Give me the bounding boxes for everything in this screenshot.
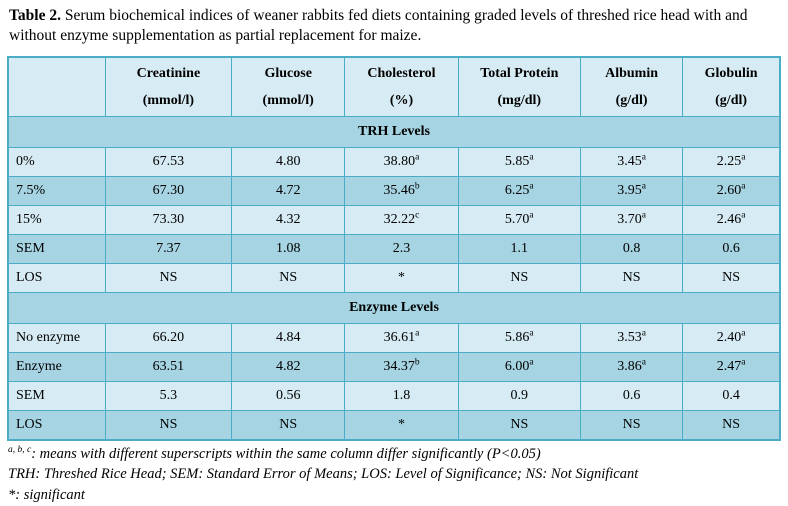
data-cell: 2.25a xyxy=(682,146,781,177)
footnote: TRH: Threshed Rice Head; SEM: Standard E… xyxy=(8,466,639,483)
data-cell: 67.30 xyxy=(104,175,233,206)
data-cell: NS xyxy=(231,409,346,441)
data-cell: 3.53a xyxy=(579,322,684,353)
data-cell: 5.86a xyxy=(457,322,581,353)
data-cell: 7.37 xyxy=(104,233,233,264)
table-row-los: LOS NS NS * NS NS NS xyxy=(7,409,781,441)
section-label: TRH Levels xyxy=(7,115,781,148)
data-cell: 5.85a xyxy=(457,146,581,177)
table-row-los: LOS NS NS * NS NS NS xyxy=(7,262,781,293)
data-cell: NS xyxy=(579,262,684,293)
data-cell: 2.46a xyxy=(682,204,781,235)
page: Table 2. Serum biochemical indices of we… xyxy=(7,6,781,506)
data-cell: NS xyxy=(682,409,781,441)
col-header-glucose: Glucose (mmol/l) xyxy=(231,56,346,117)
header-row: Creatinine (mmol/l) Glucose (mmol/l) Cholest… xyxy=(7,56,781,117)
row-label: 7.5% xyxy=(7,175,106,206)
table-row-no-enzyme: No enzyme 66.20 4.84 36.61a 5.86a 3.53a 2.40a xyxy=(7,322,781,353)
row-label: No enzyme xyxy=(7,322,106,353)
data-cell: * xyxy=(344,262,459,293)
data-cell: NS xyxy=(579,409,684,441)
table-body: TRH Levels 0% 67.53 4.80 38.80a 5.85a 3.45a 2.2… xyxy=(7,115,781,441)
section-row-trh-levels: TRH Levels xyxy=(7,115,781,148)
data-cell: 0.56 xyxy=(231,380,346,411)
table-row-15: 15% 73.30 4.32 32.22c 5.70a 3.70a 2.46a xyxy=(7,204,781,235)
data-cell: 2.40a xyxy=(682,322,781,353)
col-header-albumin: Albumin (g/dl) xyxy=(579,56,684,117)
data-cell: 63.51 xyxy=(104,351,233,382)
table-row-7-5: 7.5% 67.30 4.72 35.46b 6.25a 3.95a 2.60a xyxy=(7,175,781,206)
data-cell: 38.80a xyxy=(344,146,459,177)
table-row-enzyme: Enzyme 63.51 4.82 34.37b 6.00a 3.86a 2.47a xyxy=(7,351,781,382)
data-cell: NS xyxy=(457,409,581,441)
data-cell: 0.6 xyxy=(579,380,684,411)
footnote: *: significant xyxy=(8,487,85,504)
row-label: 0% xyxy=(7,146,106,177)
data-cell: 4.80 xyxy=(231,146,346,177)
data-cell: 4.32 xyxy=(231,204,346,235)
data-cell: 73.30 xyxy=(104,204,233,235)
data-cell: 6.00a xyxy=(457,351,581,382)
data-cell: NS xyxy=(457,262,581,293)
row-label: SEM xyxy=(7,380,106,411)
section-row-enzyme-levels: Enzyme Levels xyxy=(7,291,781,324)
col-header-empty xyxy=(7,56,106,117)
data-cell: 32.22c xyxy=(344,204,459,235)
row-label: SEM xyxy=(7,233,106,264)
data-cell: 2.47a xyxy=(682,351,781,382)
data-cell: 2.3 xyxy=(344,233,459,264)
footnotes: a, b, c: means with different superscrip… xyxy=(8,444,781,506)
data-cell: 4.82 xyxy=(231,351,346,382)
data-cell: NS xyxy=(104,409,233,441)
table-caption-text: Serum biochemical indices of weaner rabb… xyxy=(9,7,748,45)
col-header-cholesterol: Cholesterol (%) xyxy=(344,56,459,117)
data-cell: 3.70a xyxy=(579,204,684,235)
data-cell: 1.8 xyxy=(344,380,459,411)
data-cell: 36.61a xyxy=(344,322,459,353)
data-cell: 66.20 xyxy=(104,322,233,353)
row-label: LOS xyxy=(7,409,106,441)
table-row-0: 0% 67.53 4.80 38.80a 5.85a 3.45a 2.25a xyxy=(7,146,781,177)
data-cell: NS xyxy=(231,262,346,293)
col-header-total-protein: Total Protein (mg/dl) xyxy=(457,56,581,117)
data-cell: 3.86a xyxy=(579,351,684,382)
data-cell: 3.95a xyxy=(579,175,684,206)
col-header-globulin: Globulin (g/dl) xyxy=(682,56,781,117)
section-label: Enzyme Levels xyxy=(7,291,781,324)
data-cell: 67.53 xyxy=(104,146,233,177)
table-caption: Table 2. Serum biochemical indices of we… xyxy=(9,6,781,47)
data-cell: 5.70a xyxy=(457,204,581,235)
row-label: Enzyme xyxy=(7,351,106,382)
data-cell: * xyxy=(344,409,459,441)
data-cell: 34.37b xyxy=(344,351,459,382)
data-cell: 2.60a xyxy=(682,175,781,206)
row-label: LOS xyxy=(7,262,106,293)
row-label: 15% xyxy=(7,204,106,235)
data-cell: NS xyxy=(682,262,781,293)
data-cell: 1.1 xyxy=(457,233,581,264)
data-table: Creatinine (mmol/l) Glucose (mmol/l) Cholest… xyxy=(7,55,781,441)
table-caption-label: Table 2. xyxy=(9,7,61,24)
data-cell: 3.45a xyxy=(579,146,684,177)
data-cell: 0.9 xyxy=(457,380,581,411)
data-cell: 6.25a xyxy=(457,175,581,206)
table-row-sem: SEM 5.3 0.56 1.8 0.9 0.6 0.4 xyxy=(7,380,781,411)
table-row-sem: SEM 7.37 1.08 2.3 1.1 0.8 0.6 xyxy=(7,233,781,264)
data-cell: 4.84 xyxy=(231,322,346,353)
data-cell: 35.46b xyxy=(344,175,459,206)
data-cell: 1.08 xyxy=(231,233,346,264)
data-cell: NS xyxy=(104,262,233,293)
data-cell: 0.8 xyxy=(579,233,684,264)
col-header-creatinine: Creatinine (mmol/l) xyxy=(104,56,233,117)
data-cell: 0.6 xyxy=(682,233,781,264)
data-cell: 4.72 xyxy=(231,175,346,206)
footnote: a, b, c: means with different superscrip… xyxy=(8,445,541,462)
data-cell: 5.3 xyxy=(104,380,233,411)
data-cell: 0.4 xyxy=(682,380,781,411)
